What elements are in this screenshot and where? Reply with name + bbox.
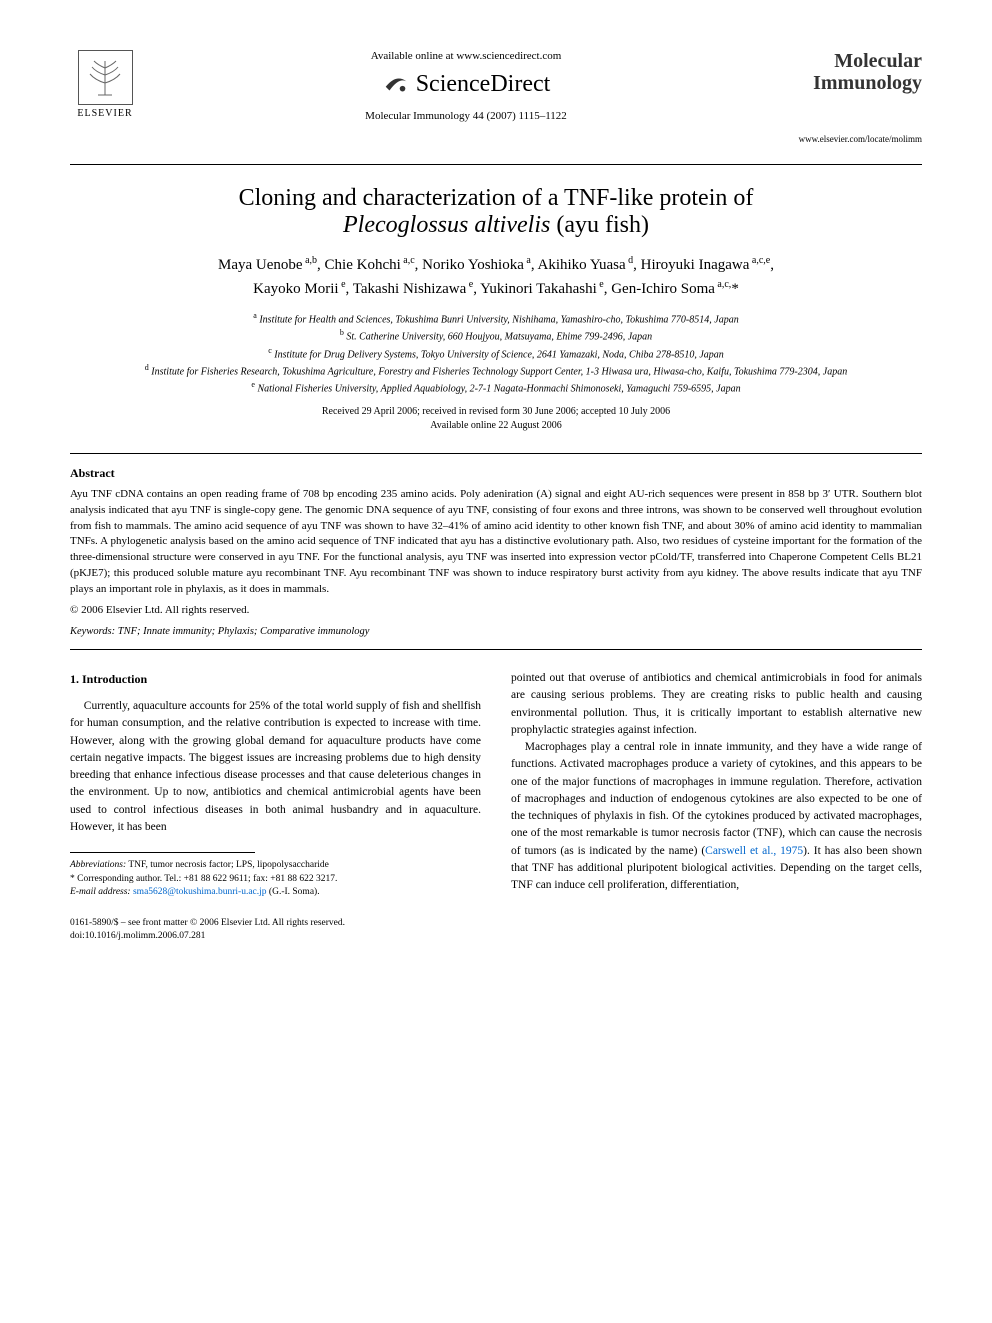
title-suffix: (ayu fish) [550,212,649,238]
dates-received: Received 29 April 2006; received in revi… [70,405,922,419]
affiliation-d: d Institute for Fisheries Research, Toku… [70,362,922,379]
title-line1: Cloning and characterization of a TNF-li… [239,185,754,211]
sciencedirect-icon [382,70,410,98]
intro-para1-cont: pointed out that overuse of antibiotics … [511,670,922,739]
article-dates: Received 29 April 2006; received in revi… [70,405,922,433]
journal-url: www.elsevier.com/locate/molimm [792,134,922,144]
footnote-email: E-mail address: sma5628@tokushima.bunri-… [70,886,481,899]
affiliation-c: c Institute for Drug Delivery Systems, T… [70,345,922,362]
sciencedirect-logo: ScienceDirect [140,70,792,98]
intro-heading: 1. Introduction [70,670,481,688]
intro-para1: Currently, aquaculture accounts for 25% … [70,698,481,836]
journal-name-line1: Molecular [792,50,922,72]
keywords-line: Keywords: TNF; Innate immunity; Phylaxis… [70,626,922,637]
journal-logo-block: Molecular Immunology www.elsevier.com/lo… [792,50,922,144]
affiliation-e: e National Fisheries University, Applied… [70,379,922,396]
elsevier-tree-icon [78,50,133,105]
dates-online: Available online 22 August 2006 [70,419,922,433]
doi-line: doi:10.1016/j.molimm.2006.07.281 [70,930,922,943]
author-list: Maya Uenobe a,b, Chie Kohchi a,c, Noriko… [70,253,922,300]
abstract-body: Ayu TNF cDNA contains an open reading fr… [70,487,922,599]
issn-line: 0161-5890/$ – see front matter © 2006 El… [70,917,922,930]
affiliation-a: a Institute for Health and Sciences, Tok… [70,310,922,327]
journal-reference: Molecular Immunology 44 (2007) 1115–1122 [140,110,792,122]
elsevier-label: ELSEVIER [77,108,132,119]
keywords-text: TNF; Innate immunity; Phylaxis; Comparat… [115,626,369,637]
abstract-top-rule [70,453,922,454]
body-columns: 1. Introduction Currently, aquaculture a… [70,670,922,899]
header-rule [70,164,922,165]
elsevier-logo: ELSEVIER [70,50,140,119]
publisher-header: ELSEVIER Available online at www.science… [70,50,922,144]
footnote-abbrev: Abbreviations: TNF, tumor necrosis facto… [70,859,481,872]
right-column: pointed out that overuse of antibiotics … [511,670,922,899]
sciencedirect-text: ScienceDirect [416,71,551,98]
abstract-bottom-rule [70,649,922,650]
footnote-separator [70,852,255,853]
center-header: Available online at www.sciencedirect.co… [140,50,792,122]
abstract-copyright: © 2006 Elsevier Ltd. All rights reserved… [70,604,922,616]
affiliations: a Institute for Health and Sciences, Tok… [70,310,922,397]
affiliation-b: b St. Catherine University, 660 Houjyou,… [70,327,922,344]
intro-para2: Macrophages play a central role in innat… [511,739,922,894]
keywords-label: Keywords: [70,626,115,637]
article-title: Cloning and characterization of a TNF-li… [70,185,922,239]
available-online-text: Available online at www.sciencedirect.co… [140,50,792,62]
footnotes: Abbreviations: TNF, tumor necrosis facto… [70,859,481,899]
abstract-heading: Abstract [70,466,922,481]
email-link[interactable]: sma5628@tokushima.bunri-u.ac.jp [131,887,267,897]
footnote-corresponding: * Corresponding author. Tel.: +81 88 622… [70,873,481,886]
left-column: 1. Introduction Currently, aquaculture a… [70,670,481,899]
title-species: Plecoglossus altivelis [343,212,550,238]
journal-name-line2: Immunology [792,72,922,94]
bottom-bar: 0161-5890/$ – see front matter © 2006 El… [70,917,922,944]
citation-carswell[interactable]: Carswell et al., 1975 [705,845,803,857]
